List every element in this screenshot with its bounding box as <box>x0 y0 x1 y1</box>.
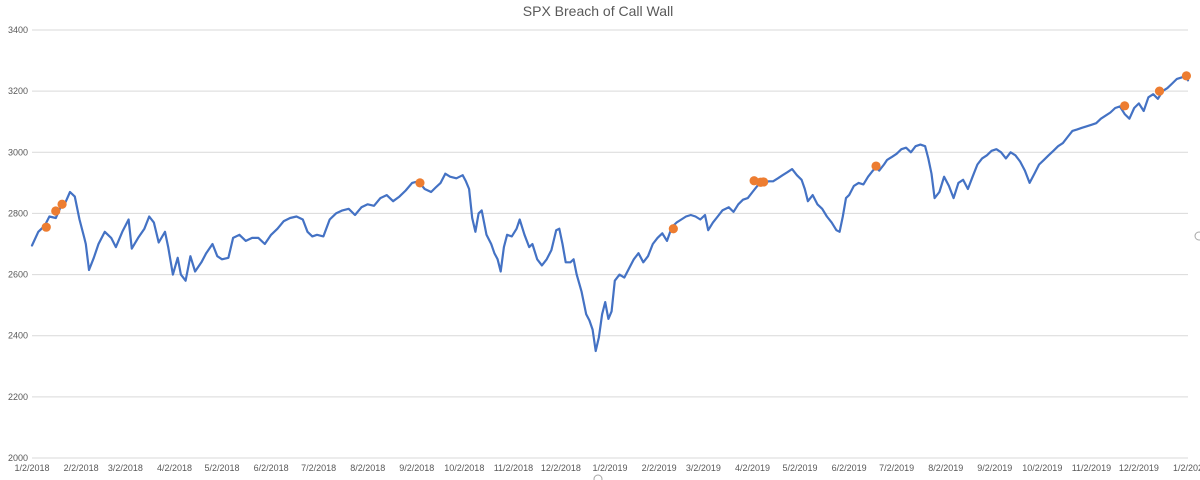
x-tick-label: 3/2/2018 <box>108 463 143 473</box>
x-tick-label: 8/2/2019 <box>928 463 963 473</box>
x-tick-label: 1/2/2019 <box>592 463 627 473</box>
x-tick-label: 6/2/2018 <box>254 463 289 473</box>
y-tick-label: 2200 <box>8 392 28 402</box>
breach-point <box>57 199 67 209</box>
chart-title: SPX Breach of Call Wall <box>523 3 673 19</box>
breach-point <box>415 178 425 188</box>
breach-point <box>871 161 881 171</box>
x-tick-label: 9/2/2018 <box>399 463 434 473</box>
x-tick-label: 1/2/202 <box>1173 463 1200 473</box>
x-axis: 1/2/2018 2/2/2018 3/2/2018 4/2/2018 5/2/2018… <box>14 463 1200 473</box>
x-tick-label: 11/2/2018 <box>494 463 533 473</box>
x-tick-label: 3/2/2019 <box>686 463 721 473</box>
x-tick-label: 2/2/2019 <box>642 463 677 473</box>
y-tick-label: 2800 <box>8 208 28 218</box>
x-tick-label: 11/2/2019 <box>1072 463 1111 473</box>
x-tick-label: 12/2/2018 <box>541 463 581 473</box>
y-axis: 2000 2200 2400 2600 2800 3000 3200 3400 <box>8 25 28 463</box>
breach-point <box>51 206 61 216</box>
x-tick-label: 10/2/2019 <box>1022 463 1062 473</box>
x-tick-label: 5/2/2018 <box>205 463 240 473</box>
series-layer <box>30 74 1190 353</box>
y-tick-label: 3000 <box>8 147 28 157</box>
x-tick-label: 4/2/2019 <box>735 463 770 473</box>
breach-point <box>41 222 51 232</box>
resize-handle-icon[interactable] <box>593 474 603 480</box>
y-tick-label: 2600 <box>8 270 28 280</box>
x-tick-label: 7/2/2018 <box>301 463 336 473</box>
breach-point <box>759 177 769 187</box>
series-line-spx <box>30 74 1190 353</box>
x-tick-label: 8/2/2018 <box>350 463 385 473</box>
resize-handle-icon[interactable] <box>1194 231 1200 241</box>
y-tick-label: 3200 <box>8 86 28 96</box>
x-tick-label: 2/2/2018 <box>64 463 99 473</box>
breach-point <box>1120 101 1130 111</box>
x-tick-label: 4/2/2018 <box>157 463 192 473</box>
x-tick-label: 9/2/2019 <box>977 463 1012 473</box>
breach-markers <box>41 71 1192 234</box>
y-tick-label: 2000 <box>8 453 28 463</box>
y-tick-label: 3400 <box>8 25 28 35</box>
breach-point <box>668 224 678 234</box>
x-tick-label: 10/2/2018 <box>444 463 484 473</box>
x-tick-label: 12/2/2019 <box>1119 463 1159 473</box>
x-tick-label: 1/2/2018 <box>14 463 49 473</box>
breach-point <box>1181 71 1192 81</box>
breach-point <box>1154 86 1165 96</box>
x-tick-label: 5/2/2019 <box>783 463 818 473</box>
x-tick-label: 7/2/2019 <box>879 463 914 473</box>
x-tick-label: 6/2/2019 <box>832 463 867 473</box>
y-tick-label: 2400 <box>8 331 28 341</box>
gridlines <box>32 29 1188 459</box>
